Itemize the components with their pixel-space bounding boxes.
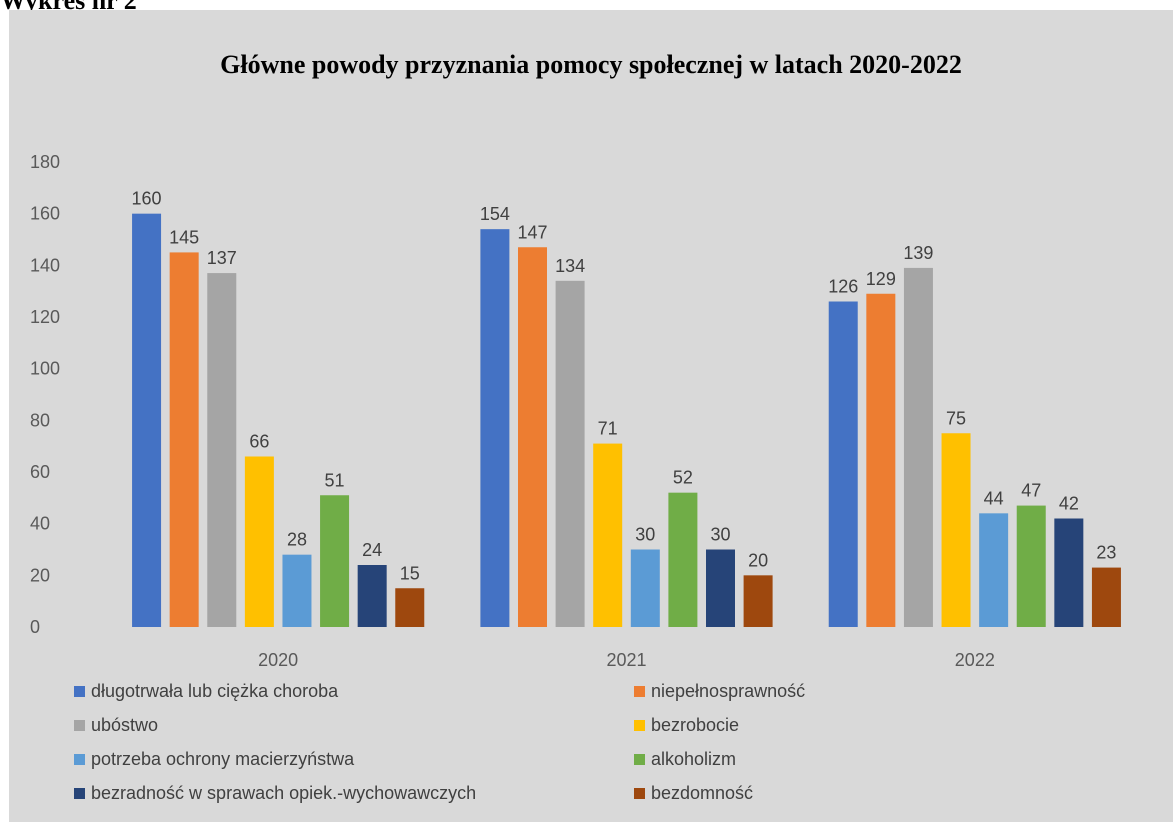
legend-swatch [74, 685, 85, 697]
bar [395, 588, 425, 627]
bar-chart: 0 20 40 60 80 100 120 140 160 180 160 145 137 66 28 51 2… [30, 152, 1121, 670]
bar [903, 267, 933, 627]
y-tick-label: 160 [30, 204, 60, 224]
legend: długotrwała lub ciężka choroba niepełnosp… [74, 677, 1164, 807]
y-tick-label: 100 [30, 359, 60, 379]
data-label: 52 [673, 468, 693, 488]
bar [1054, 518, 1084, 627]
y-tick-label: 60 [30, 462, 50, 482]
data-label: 30 [710, 525, 730, 545]
data-label: 129 [866, 269, 896, 289]
legend-item: potrzeba ochrony macierzyństwa [74, 745, 634, 773]
legend-label: potrzeba ochrony macierzyństwa [91, 748, 355, 769]
legend-swatch [74, 787, 85, 799]
bar [1016, 505, 1046, 627]
x-tick-label: 2020 [258, 650, 298, 670]
bar [706, 549, 735, 627]
legend-item: alkoholizm [634, 745, 1134, 773]
data-label: 24 [362, 540, 382, 560]
legend-item: ubóstwo [74, 711, 634, 739]
data-label: 139 [903, 243, 933, 263]
legend-label: bezdomność [651, 782, 754, 803]
data-label: 66 [249, 432, 269, 452]
data-label: 134 [555, 256, 585, 276]
legend-item: niepełnosprawność [634, 677, 1134, 705]
legend-swatch [74, 719, 85, 731]
bar [668, 492, 698, 627]
bar [480, 229, 510, 627]
y-tick-label: 80 [30, 410, 50, 430]
legend-swatch [634, 753, 645, 765]
y-tick-label: 120 [30, 307, 60, 327]
data-label: 154 [480, 204, 510, 224]
data-label: 23 [1096, 543, 1116, 563]
data-label: 75 [946, 408, 966, 428]
legend-item: bezdomność [634, 779, 1134, 807]
y-tick-label: 0 [30, 617, 40, 637]
data-label: 15 [400, 563, 420, 583]
legend-swatch [634, 685, 645, 697]
legend-item: bezrobocie [634, 711, 1134, 739]
legend-swatch [634, 719, 645, 731]
data-label: 126 [828, 277, 858, 297]
x-tick-label: 2021 [606, 650, 646, 670]
data-label: 47 [1021, 481, 1041, 501]
legend-swatch [74, 753, 85, 765]
x-tick-label: 2022 [955, 650, 995, 670]
data-label: 30 [635, 525, 655, 545]
bar [593, 443, 623, 627]
legend-label: niepełnosprawność [651, 680, 806, 701]
bar [357, 565, 387, 627]
bar [630, 549, 660, 627]
data-label: 42 [1059, 494, 1079, 514]
bar [320, 495, 350, 627]
bar [132, 213, 162, 627]
chart-area: Główne powody przyznania pomocy społeczn… [9, 10, 1173, 822]
data-label: 28 [287, 530, 307, 550]
y-tick-label: 180 [30, 152, 60, 172]
bar [282, 554, 312, 627]
y-tick-label: 140 [30, 255, 60, 275]
legend-label: długotrwała lub ciężka choroba [91, 680, 339, 701]
bar [169, 252, 199, 627]
bar [866, 293, 896, 627]
y-tick-label: 20 [30, 565, 50, 585]
legend-item: bezradność w sprawach opiek.-wychowawczy… [74, 779, 634, 807]
bar [518, 247, 547, 627]
data-label: 20 [748, 550, 768, 570]
data-label: 145 [169, 227, 199, 247]
data-label: 137 [207, 248, 237, 268]
bar [1091, 567, 1121, 627]
y-tick-label: 40 [30, 514, 50, 534]
legend-label: alkoholizm [651, 748, 737, 769]
bar [555, 280, 585, 627]
bar [207, 273, 237, 627]
data-label: 160 [132, 189, 162, 209]
data-label: 147 [517, 222, 547, 242]
chart-title: Główne powody przyznania pomocy społeczn… [220, 50, 962, 79]
bar [941, 433, 971, 627]
data-label: 44 [984, 488, 1004, 508]
legend-swatch [634, 787, 645, 799]
data-label: 51 [325, 470, 345, 490]
bar [828, 301, 858, 627]
legend-label: bezradność w sprawach opiek.-wychowawczy… [91, 782, 477, 803]
bar [244, 456, 274, 627]
legend-item: długotrwała lub ciężka choroba [74, 677, 634, 705]
bar [743, 575, 773, 627]
data-label: 71 [598, 419, 618, 439]
legend-label: ubóstwo [91, 714, 159, 735]
bar [979, 513, 1009, 627]
legend-label: bezrobocie [651, 714, 740, 735]
